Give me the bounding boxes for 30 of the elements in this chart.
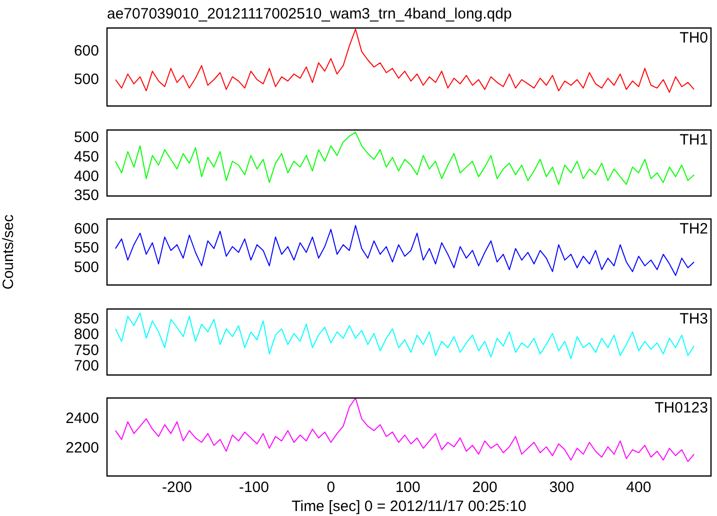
y-tick-label: 600 — [74, 42, 99, 60]
y-tick-label: 550 — [74, 240, 99, 257]
x-tick-label: 400 — [626, 480, 652, 497]
series-label: TH2 — [680, 220, 708, 238]
y-tick-label: 450 — [74, 148, 99, 166]
series-label: TH1 — [680, 131, 708, 148]
y-tick-label: 500 — [74, 70, 99, 88]
x-axis-title: Time [sec] 0 = 2012/11/17 00:25:10 — [292, 498, 526, 516]
y-tick-label: 800 — [74, 326, 99, 344]
y-tick-label: 600 — [74, 220, 99, 238]
y-tick-label: 350 — [74, 186, 99, 204]
x-tick-label: -100 — [238, 480, 269, 497]
y-tick-label: 700 — [74, 357, 99, 374]
chart-title: ae707039010_20121117002510_wam3_trn_4band_long.qdp — [107, 6, 512, 23]
y-axis-title: Counts/sec — [0, 214, 18, 290]
x-tick-label: 0 — [326, 480, 336, 497]
x-tick-label: 200 — [472, 480, 498, 497]
x-tick-label: 300 — [549, 480, 574, 497]
y-tick-label: 850 — [74, 310, 99, 328]
series-label: TH3 — [680, 310, 708, 328]
x-tick-label: 100 — [395, 480, 420, 497]
y-tick-label: 500 — [74, 259, 99, 276]
x-tick-label: -200 — [162, 480, 192, 497]
y-tick-label: 2400 — [66, 410, 99, 428]
text: TH0123 — [654, 400, 708, 418]
text: TH0 — [680, 30, 708, 47]
y-tick-label: 400 — [74, 167, 99, 184]
y-tick-label: 500 — [74, 128, 99, 146]
y-tick-label: 2200 — [66, 440, 99, 457]
y-tick-label: 750 — [74, 342, 99, 359]
